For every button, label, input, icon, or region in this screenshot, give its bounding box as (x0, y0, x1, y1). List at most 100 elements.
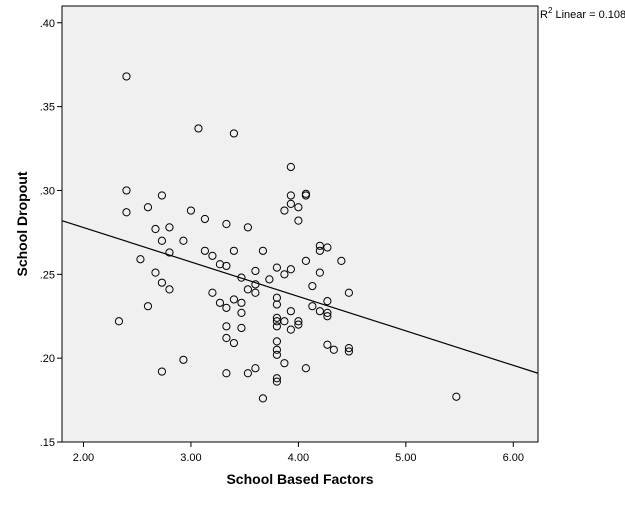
r2-superscript: 2 (548, 6, 553, 15)
data-point (301, 256, 311, 265)
data-point (323, 297, 332, 306)
x-axis-title: School Based Factors (226, 471, 373, 487)
data-point (194, 124, 203, 133)
y-tick-label: .40 (40, 18, 55, 30)
data-point (114, 317, 124, 326)
data-point (272, 300, 281, 309)
data-point (122, 186, 131, 195)
data-point (200, 214, 210, 224)
y-tick-label: .20 (40, 353, 55, 365)
data-point (229, 338, 239, 348)
y-tick-label: .30 (40, 185, 55, 197)
data-point (251, 266, 260, 276)
data-point (186, 206, 196, 215)
data-point (280, 317, 289, 326)
data-point (272, 377, 281, 386)
data-point (222, 219, 231, 229)
data-point (323, 243, 332, 252)
data-point (165, 248, 174, 257)
data-point (229, 129, 239, 138)
data-point (157, 191, 167, 200)
y-tick-label: .25 (40, 269, 55, 281)
data-point (272, 322, 281, 331)
data-point (337, 256, 346, 265)
data-point (222, 369, 231, 378)
data-point (179, 355, 188, 364)
data-point (258, 394, 268, 403)
data-point (272, 263, 281, 272)
data-point (286, 265, 295, 274)
fit-line (61, 220, 539, 374)
data-point (272, 350, 281, 359)
data-point (344, 288, 353, 297)
data-point (301, 191, 311, 200)
data-point (272, 374, 281, 383)
data-point (323, 312, 332, 321)
data-point (323, 340, 332, 349)
data-points (114, 72, 461, 403)
data-point (294, 216, 303, 225)
data-point (286, 307, 295, 316)
data-point (251, 364, 260, 373)
data-point (208, 251, 217, 260)
data-point (258, 246, 268, 255)
data-point (157, 236, 167, 245)
data-point (272, 337, 281, 346)
data-point (294, 203, 303, 212)
data-point (237, 323, 246, 333)
data-point (157, 278, 167, 287)
data-point (315, 268, 324, 277)
data-point (229, 246, 239, 255)
data-point (272, 345, 281, 354)
data-point (294, 320, 303, 329)
x-axis: 2.00 3.00 4.00 5.00 6.00 (73, 442, 524, 464)
data-point (143, 203, 153, 212)
r2-prefix: R (540, 9, 548, 21)
data-point (243, 223, 252, 232)
r2-label: R2 Linear = 0.108 (540, 6, 625, 21)
data-point (286, 191, 295, 200)
data-point (151, 268, 160, 277)
data-point (237, 273, 246, 282)
data-point (280, 270, 289, 279)
data-point (315, 246, 324, 255)
data-point (237, 308, 246, 317)
data-point (315, 307, 324, 316)
data-point (237, 298, 246, 307)
data-point (165, 285, 174, 294)
data-point (222, 261, 231, 271)
data-point (308, 281, 317, 291)
data-point (251, 288, 260, 297)
data-point (122, 208, 131, 217)
data-point (165, 223, 174, 232)
x-tick-label: 6.00 (503, 452, 524, 464)
data-point (280, 359, 289, 368)
data-point (179, 236, 188, 245)
x-tick-label: 4.00 (288, 452, 309, 464)
data-point (122, 72, 131, 81)
data-point (200, 246, 210, 255)
data-point (215, 298, 225, 307)
data-point (222, 333, 231, 343)
data-point (208, 288, 217, 297)
data-point (301, 364, 311, 373)
data-point (157, 367, 167, 376)
data-point (243, 285, 252, 294)
data-point (344, 343, 353, 353)
r2-text: Linear = 0.108 (552, 9, 625, 21)
data-point (308, 302, 317, 311)
data-point (280, 206, 289, 215)
data-point (286, 162, 295, 172)
data-point (329, 345, 338, 354)
data-point (243, 369, 252, 378)
x-tick-label: 3.00 (180, 452, 201, 464)
data-point (452, 392, 461, 401)
x-tick-label: 2.00 (73, 452, 94, 464)
data-point (265, 275, 274, 284)
y-tick-label: .15 (40, 437, 55, 449)
y-axis-title: School Dropout (14, 171, 30, 276)
data-point (136, 255, 145, 264)
y-axis: .15 .20 .25 .30 .35 .40 (40, 18, 62, 449)
data-point (272, 313, 281, 323)
